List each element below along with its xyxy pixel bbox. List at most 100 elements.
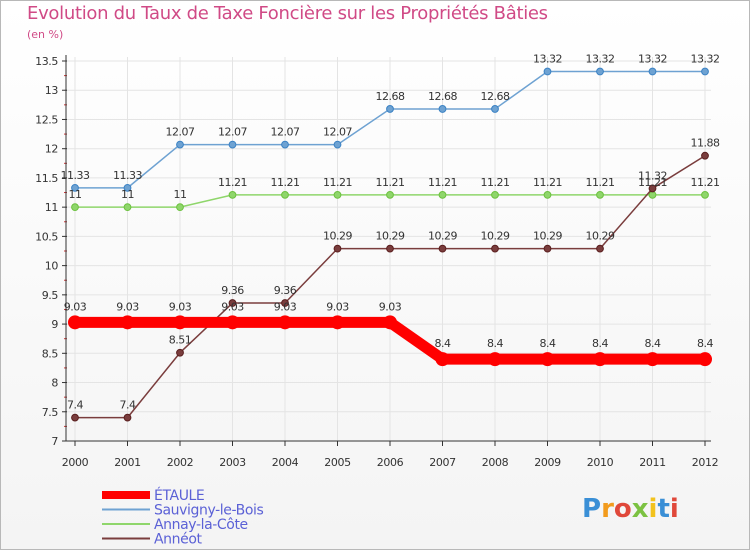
point-etaule bbox=[488, 352, 502, 367]
data-label-anneot: 10.29 bbox=[323, 230, 352, 243]
point-sauvigny-le-bois bbox=[596, 67, 604, 76]
data-label-etaule: 8.4 bbox=[697, 337, 713, 350]
point-annay-la-cote bbox=[386, 190, 394, 199]
y-tick-label: 11 bbox=[45, 201, 58, 214]
data-label-anneot: 11.88 bbox=[691, 137, 720, 150]
point-anneot bbox=[71, 413, 79, 422]
data-label-anneot: 10.29 bbox=[376, 230, 405, 243]
point-etaule bbox=[645, 352, 660, 367]
data-label-etaule: 9.03 bbox=[274, 300, 297, 313]
data-label-annay-la-cote: 11.21 bbox=[428, 176, 457, 189]
point-etaule bbox=[330, 315, 345, 330]
data-label-sauvigny-le-bois: 13.32 bbox=[638, 53, 667, 66]
point-etaule bbox=[278, 315, 292, 330]
data-label-anneot: 7.4 bbox=[67, 399, 83, 412]
point-etaule bbox=[225, 315, 240, 330]
data-label-sauvigny-le-bois: 12.07 bbox=[218, 126, 247, 139]
point-anneot bbox=[543, 244, 552, 253]
logo-letter: x bbox=[632, 494, 649, 524]
point-sauvigny-le-bois bbox=[701, 67, 709, 76]
y-tick-label: 13 bbox=[45, 84, 59, 97]
data-label-anneot: 10.29 bbox=[533, 230, 562, 243]
data-label-etaule: 8.4 bbox=[435, 337, 451, 350]
data-label-etaule: 9.03 bbox=[64, 300, 87, 313]
y-tick-label: 12.5 bbox=[35, 113, 58, 126]
y-tick-label: 10 bbox=[45, 260, 59, 273]
point-annay-la-cote bbox=[701, 190, 709, 199]
point-sauvigny-le-bois bbox=[123, 183, 132, 192]
x-tick-label: 2001 bbox=[114, 456, 140, 469]
point-anneot bbox=[701, 151, 709, 160]
data-label-anneot: 9.36 bbox=[274, 284, 297, 297]
x-tick-label: 2004 bbox=[272, 456, 299, 469]
data-label-annay-la-cote: 11.21 bbox=[533, 176, 562, 189]
x-tick-label: 2009 bbox=[534, 456, 561, 469]
point-etaule bbox=[173, 315, 187, 330]
x-tick-label: 2003 bbox=[219, 456, 246, 469]
legend-label-annay-la-cote: Annay-la-Côte bbox=[154, 517, 248, 533]
point-anneot bbox=[386, 244, 394, 253]
legend-label-anneot: Annéot bbox=[154, 532, 203, 548]
point-annay-la-cote bbox=[543, 190, 552, 199]
data-label-etaule: 8.4 bbox=[592, 337, 608, 350]
point-sauvigny-le-bois bbox=[228, 140, 237, 149]
data-label-annay-la-cote: 11.21 bbox=[323, 176, 352, 189]
data-label-annay-la-cote: 11.21 bbox=[481, 176, 510, 189]
data-label-annay-la-cote: 11.21 bbox=[586, 176, 615, 189]
data-label-etaule: 9.03 bbox=[169, 300, 192, 313]
data-label-sauvigny-le-bois: 12.68 bbox=[428, 90, 457, 103]
legend: ÉTAULESauvigny-le-BoisAnnay-la-CôteAnnéo… bbox=[102, 487, 264, 548]
logo-letter: P bbox=[582, 494, 601, 524]
point-sauvigny-le-bois bbox=[543, 67, 552, 76]
data-label-etaule: 9.03 bbox=[326, 300, 349, 313]
data-label-anneot: 7.4 bbox=[120, 399, 136, 412]
data-label-annay-la-cote: 11.21 bbox=[271, 176, 300, 189]
data-label-etaule: 8.4 bbox=[540, 337, 556, 350]
x-tick-label: 2006 bbox=[377, 456, 404, 469]
x-tick-label: 2002 bbox=[167, 456, 193, 469]
logo-letter: r bbox=[601, 494, 614, 524]
y-tick-label: 13.5 bbox=[35, 55, 58, 68]
data-label-sauvigny-le-bois: 12.07 bbox=[166, 126, 195, 139]
data-label-sauvigny-le-bois: 13.32 bbox=[691, 53, 720, 66]
point-anneot bbox=[648, 184, 657, 193]
point-annay-la-cote bbox=[438, 190, 447, 199]
logo-letter: t bbox=[657, 494, 669, 524]
y-tick-label: 7 bbox=[51, 435, 58, 448]
y-tick-label: 12 bbox=[45, 143, 58, 156]
point-sauvigny-le-bois bbox=[491, 105, 499, 113]
point-annay-la-cote bbox=[648, 190, 657, 199]
data-labels: 11.33 11.33 12.07 12.07 12.07 12.07 12.68 12.68… bbox=[61, 53, 721, 412]
point-sauvigny-le-bois bbox=[648, 67, 657, 76]
point-anneot bbox=[123, 413, 132, 422]
chart-title: Evolution du Taux de Taxe Foncière sur l… bbox=[27, 3, 548, 24]
data-label-sauvigny-le-bois: 11.33 bbox=[61, 169, 90, 182]
data-label-annay-la-cote: 11 bbox=[69, 188, 82, 201]
point-sauvigny-le-bois bbox=[281, 140, 289, 149]
data-label-etaule: 8.4 bbox=[645, 337, 661, 350]
point-anneot bbox=[333, 244, 342, 253]
x-tick-label: 2011 bbox=[639, 456, 665, 469]
data-label-annay-la-cote: 11 bbox=[121, 188, 134, 201]
y-tick-label: 8 bbox=[51, 377, 58, 390]
point-etaule bbox=[698, 352, 712, 367]
point-annay-la-cote bbox=[333, 190, 342, 199]
point-etaule bbox=[435, 352, 450, 367]
logo-letter: i bbox=[670, 494, 679, 524]
proxiti-logo: Proxiti bbox=[582, 494, 679, 524]
data-label-sauvigny-le-bois: 13.32 bbox=[533, 53, 562, 66]
data-label-annay-la-cote: 11.21 bbox=[638, 176, 667, 189]
data-label-annay-la-cote: 11.21 bbox=[376, 176, 405, 189]
data-label-annay-la-cote: 11.21 bbox=[218, 176, 247, 189]
point-etaule bbox=[68, 315, 82, 330]
y-tick-label: 9.5 bbox=[42, 289, 59, 302]
data-label-anneot: 10.29 bbox=[481, 230, 510, 243]
data-label-anneot: 10.29 bbox=[586, 230, 615, 243]
y-tick-label: 8.5 bbox=[42, 347, 59, 360]
legend-label-etaule: ÉTAULE bbox=[154, 487, 204, 504]
logo-letter: i bbox=[649, 494, 658, 524]
x-tick-label: 2012 bbox=[692, 456, 718, 469]
x-tick-label: 2000 bbox=[62, 456, 89, 469]
